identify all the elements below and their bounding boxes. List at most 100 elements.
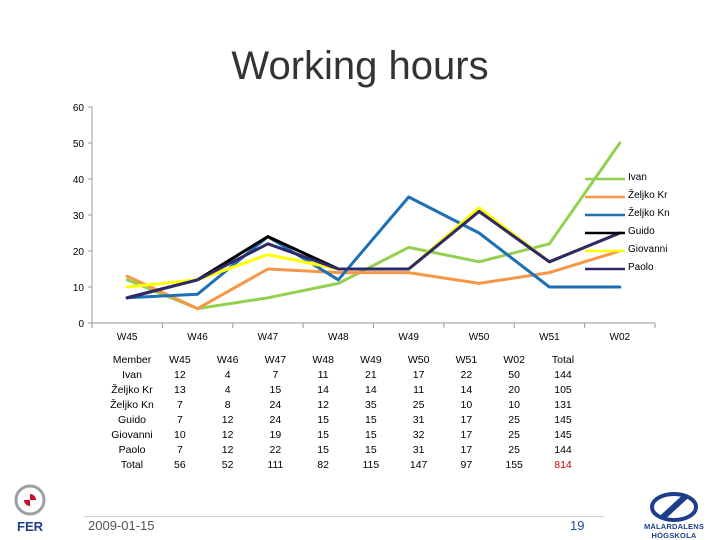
hours-cell: 25 xyxy=(508,413,520,426)
table-header-row: Member W45 W46 W47 W48 W49 W50 W51 W02 Total xyxy=(108,352,588,367)
hours-cell: 20 xyxy=(508,383,520,396)
hours-cell: 4 xyxy=(224,383,231,396)
hours-cell: 50 xyxy=(508,368,520,381)
member-name-cell: Željko Kn xyxy=(110,398,154,411)
hours-cell: 82 xyxy=(317,458,329,471)
hours-cell: 145 xyxy=(554,413,572,426)
hours-cell: 144 xyxy=(554,443,572,456)
hours-cell: 147 xyxy=(409,458,428,471)
hours-cell: 17 xyxy=(460,428,473,441)
hours-cell: 15 xyxy=(365,413,377,426)
legend-label: Ivan xyxy=(628,172,647,183)
hours-cell: 7 xyxy=(176,443,183,456)
hours-cell: 7 xyxy=(272,368,279,381)
hours-cell: 15 xyxy=(317,428,329,441)
working-hours-table: Member W45 W46 W47 W48 W49 W50 W51 W02 Total Ivan… xyxy=(108,352,588,472)
series-line xyxy=(125,195,622,300)
member-name-cell: Guido xyxy=(117,413,147,426)
table-row: Guido 7 12 24 15 15 31 17 25 145 xyxy=(108,412,588,427)
hours-cell: 22 xyxy=(269,443,282,456)
hours-cell: 35 xyxy=(365,398,377,411)
hours-cell: 25 xyxy=(412,398,425,411)
hours-cell: 15 xyxy=(317,443,329,456)
hours-cell: 15 xyxy=(365,428,377,441)
table-row: Željko Kn 7 8 24 12 35 25 10 10 131 xyxy=(108,397,588,412)
hours-cell: 17 xyxy=(460,413,473,426)
page-number: 19 xyxy=(570,518,585,533)
malardalens-logo-text: MÄLARDALENS HÖGSKOLA xyxy=(643,522,705,540)
series-line xyxy=(125,249,622,311)
chart-title: Working hours xyxy=(231,44,489,88)
hours-cell: 14 xyxy=(365,383,377,396)
y-tick-label: 0 xyxy=(78,319,84,330)
member-name-cell: Paolo xyxy=(118,443,146,456)
hours-cell: 14 xyxy=(317,383,329,396)
table-body: Ivan 12 4 7 11 21 17 22 50 144 Željko Kr 13 4 15 14 14 1… xyxy=(108,367,588,472)
table-header-cell: W50 xyxy=(407,353,430,366)
hours-cell: 14 xyxy=(460,383,473,396)
hours-cell: 105 xyxy=(554,383,572,396)
hours-cell: 19 xyxy=(269,428,282,441)
hours-cell: 12 xyxy=(174,368,186,381)
table-header-cell: W48 xyxy=(312,353,334,366)
hours-cell: 17 xyxy=(460,443,473,456)
hours-cell: 21 xyxy=(365,368,377,381)
member-name-cell: Total xyxy=(120,458,144,471)
hours-cell: 7 xyxy=(176,398,183,411)
hours-cell: 22 xyxy=(460,368,473,381)
member-name-cell: Ivan xyxy=(122,368,142,381)
series-line xyxy=(125,209,622,300)
hours-cell: 31 xyxy=(412,443,425,456)
hours-cell: 11 xyxy=(317,368,329,381)
table-header-cell: W51 xyxy=(455,353,478,366)
hours-cell: 115 xyxy=(362,458,380,471)
x-tick-label: W49 xyxy=(398,332,419,343)
hours-cell: 814 xyxy=(554,458,572,471)
hours-cell: 52 xyxy=(221,458,234,471)
fer-logo: FER xyxy=(8,482,54,534)
x-tick-label: W46 xyxy=(187,332,208,343)
table-row: Paolo 7 12 22 15 15 31 17 25 144 xyxy=(108,442,588,457)
y-tick-label: 50 xyxy=(73,139,85,150)
hours-cell: 24 xyxy=(269,413,282,426)
hours-cell: 25 xyxy=(508,428,520,441)
series-line xyxy=(125,206,622,289)
hours-cell: 15 xyxy=(269,383,282,396)
hours-cell: 56 xyxy=(174,458,186,471)
hours-cell: 24 xyxy=(269,398,282,411)
hours-cell: 15 xyxy=(365,443,377,456)
x-tick-label: W51 xyxy=(539,332,560,343)
hours-cell: 131 xyxy=(554,398,572,411)
table-row: Total 56 52 111 82 115 147 97 155 814 xyxy=(108,457,588,472)
table-header-cell: W46 xyxy=(216,353,239,366)
footer-date: 2009-01-15 xyxy=(88,518,155,533)
hours-cell: 25 xyxy=(508,443,520,456)
hours-cell: 12 xyxy=(317,398,329,411)
series-line xyxy=(125,141,622,311)
hours-cell: 10 xyxy=(174,428,186,441)
table-header-cell: W49 xyxy=(360,353,382,366)
hours-cell: 13 xyxy=(174,383,186,396)
hours-cell: 12 xyxy=(221,443,234,456)
hours-cell: 11 xyxy=(413,383,425,396)
hours-cell: 97 xyxy=(460,458,473,471)
malardalens-logo: MÄLARDALENS HÖGSKOLA xyxy=(632,492,716,540)
table-header-cell: Member xyxy=(112,353,152,366)
legend-label: Giovanni xyxy=(628,244,667,255)
table-row: Ivan 12 4 7 11 21 17 22 50 144 xyxy=(108,367,588,382)
hours-cell: 8 xyxy=(224,398,231,411)
table-header-cell: W47 xyxy=(264,353,287,366)
hours-cell: 10 xyxy=(460,398,473,411)
y-tick-label: 60 xyxy=(73,103,85,114)
table-header-cell: W45 xyxy=(169,353,191,366)
hours-cell: 155 xyxy=(505,458,523,471)
hours-cell: 144 xyxy=(554,368,572,381)
hours-cell: 145 xyxy=(554,428,572,441)
hours-cell: 32 xyxy=(412,428,425,441)
x-tick-label: W48 xyxy=(328,332,349,343)
x-tick-label: W02 xyxy=(610,332,631,343)
legend-label: Željko Kr xyxy=(628,188,668,201)
y-tick-label: 40 xyxy=(73,175,85,186)
y-tick-label: 30 xyxy=(73,211,85,222)
hours-cell: 12 xyxy=(221,428,234,441)
